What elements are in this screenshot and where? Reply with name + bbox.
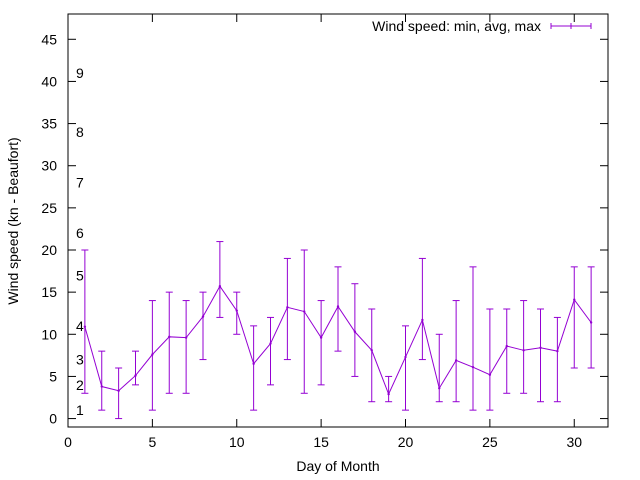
y-tick-label: 45: [41, 31, 57, 47]
error-bar: [486, 308, 494, 411]
error-bar: [452, 300, 460, 403]
data-point: [269, 342, 272, 345]
data-point: [100, 385, 103, 388]
error-bar: [385, 375, 393, 403]
y-tick-label: 0: [49, 411, 57, 427]
error-bar: [520, 300, 528, 394]
x-tick-label: 10: [229, 434, 245, 450]
data-point: [556, 349, 559, 353]
x-tick-label: 15: [313, 434, 329, 450]
data-point: [252, 362, 255, 365]
plot-frame: [67, 13, 609, 428]
data-point: [168, 335, 171, 339]
error-bar: [317, 300, 325, 386]
data-point: [117, 389, 120, 392]
beaufort-label: 4: [76, 318, 84, 334]
beaufort-label: 9: [76, 65, 84, 81]
error-bar: [182, 300, 190, 394]
error-bar: [402, 325, 409, 411]
series-layer: [81, 241, 595, 420]
data-point: [370, 349, 373, 352]
beaufort-label: 1: [76, 402, 84, 418]
y-tick-label: 25: [41, 200, 57, 216]
legend-label: Wind speed: min, avg, max: [372, 18, 541, 34]
x-axis-label: Day of Month: [296, 458, 379, 474]
legend-sample: [550, 23, 592, 29]
error-bar: [368, 308, 376, 403]
error-bar: [334, 266, 342, 352]
beaufort-label: 8: [76, 124, 84, 140]
error-bar: [233, 291, 241, 335]
error-bar: [283, 257, 291, 361]
data-point: [573, 298, 576, 301]
beaufort-label: 7: [76, 175, 84, 191]
error-bar: [199, 291, 207, 361]
x-tick-label: 20: [398, 434, 414, 450]
error-bar: [435, 333, 443, 403]
error-bar: [469, 266, 477, 411]
data-point: [454, 359, 458, 362]
data-point: [151, 353, 154, 356]
error-bar: [250, 325, 258, 411]
data-point: [505, 344, 508, 348]
beaufort-annotations: 1 2 3 4 5 6 7 8 9: [76, 65, 84, 418]
y-axis-label: Wind speed (kn - Beaufort): [5, 137, 21, 304]
data-point: [134, 374, 137, 377]
x-tick-label: 25: [482, 434, 498, 450]
data-point: [218, 285, 222, 288]
x-axis: 0 5 10 15 20 25 30: [64, 14, 582, 450]
data-point: [421, 318, 424, 322]
y-tick-label: 10: [41, 326, 57, 342]
legend: Wind speed: min, avg, max: [372, 18, 592, 34]
beaufort-label: 5: [76, 267, 84, 283]
error-bar: [81, 249, 89, 394]
error-bar: [553, 316, 561, 403]
beaufort-label: 2: [76, 377, 84, 393]
data-point: [471, 365, 475, 369]
data-point: [438, 387, 441, 390]
error-bar: [267, 316, 274, 386]
error-bar: [98, 350, 106, 411]
error-bar: [300, 249, 308, 394]
data-point: [353, 330, 357, 333]
data-point: [522, 349, 525, 352]
data-point: [184, 336, 188, 339]
data-point: [336, 305, 340, 308]
beaufort-label: 6: [76, 225, 84, 241]
y-tick-label: 30: [41, 158, 57, 174]
data-point: [404, 355, 407, 359]
error-bar: [115, 367, 123, 420]
x-tick-label: 0: [64, 434, 72, 450]
beaufort-label: 3: [76, 352, 84, 368]
y-tick-label: 20: [41, 242, 57, 258]
data-point: [83, 325, 87, 328]
error-bar: [418, 257, 426, 361]
x-tick-label: 30: [566, 434, 582, 450]
error-bar: [587, 266, 595, 369]
x-tick-label: 5: [148, 434, 156, 450]
error-bar: [537, 308, 544, 403]
y-tick-label: 35: [41, 116, 57, 132]
data-point: [286, 306, 289, 309]
data-point: [201, 315, 205, 318]
y-tick-label: 15: [41, 284, 57, 300]
error-bar: [165, 291, 173, 394]
data-point: [488, 373, 492, 376]
error-bar: [570, 266, 578, 369]
data-point: [539, 346, 542, 349]
data-point: [303, 310, 306, 313]
data-point: [387, 392, 390, 396]
error-bar: [503, 308, 511, 394]
data-point: [319, 336, 323, 339]
error-bar: [216, 241, 224, 318]
y-tick-label: 5: [49, 368, 57, 384]
data-point: [589, 321, 593, 324]
error-bar: [351, 283, 359, 377]
y-tick-label: 40: [41, 73, 57, 89]
data-point: [235, 309, 238, 312]
error-bar: [132, 350, 139, 386]
